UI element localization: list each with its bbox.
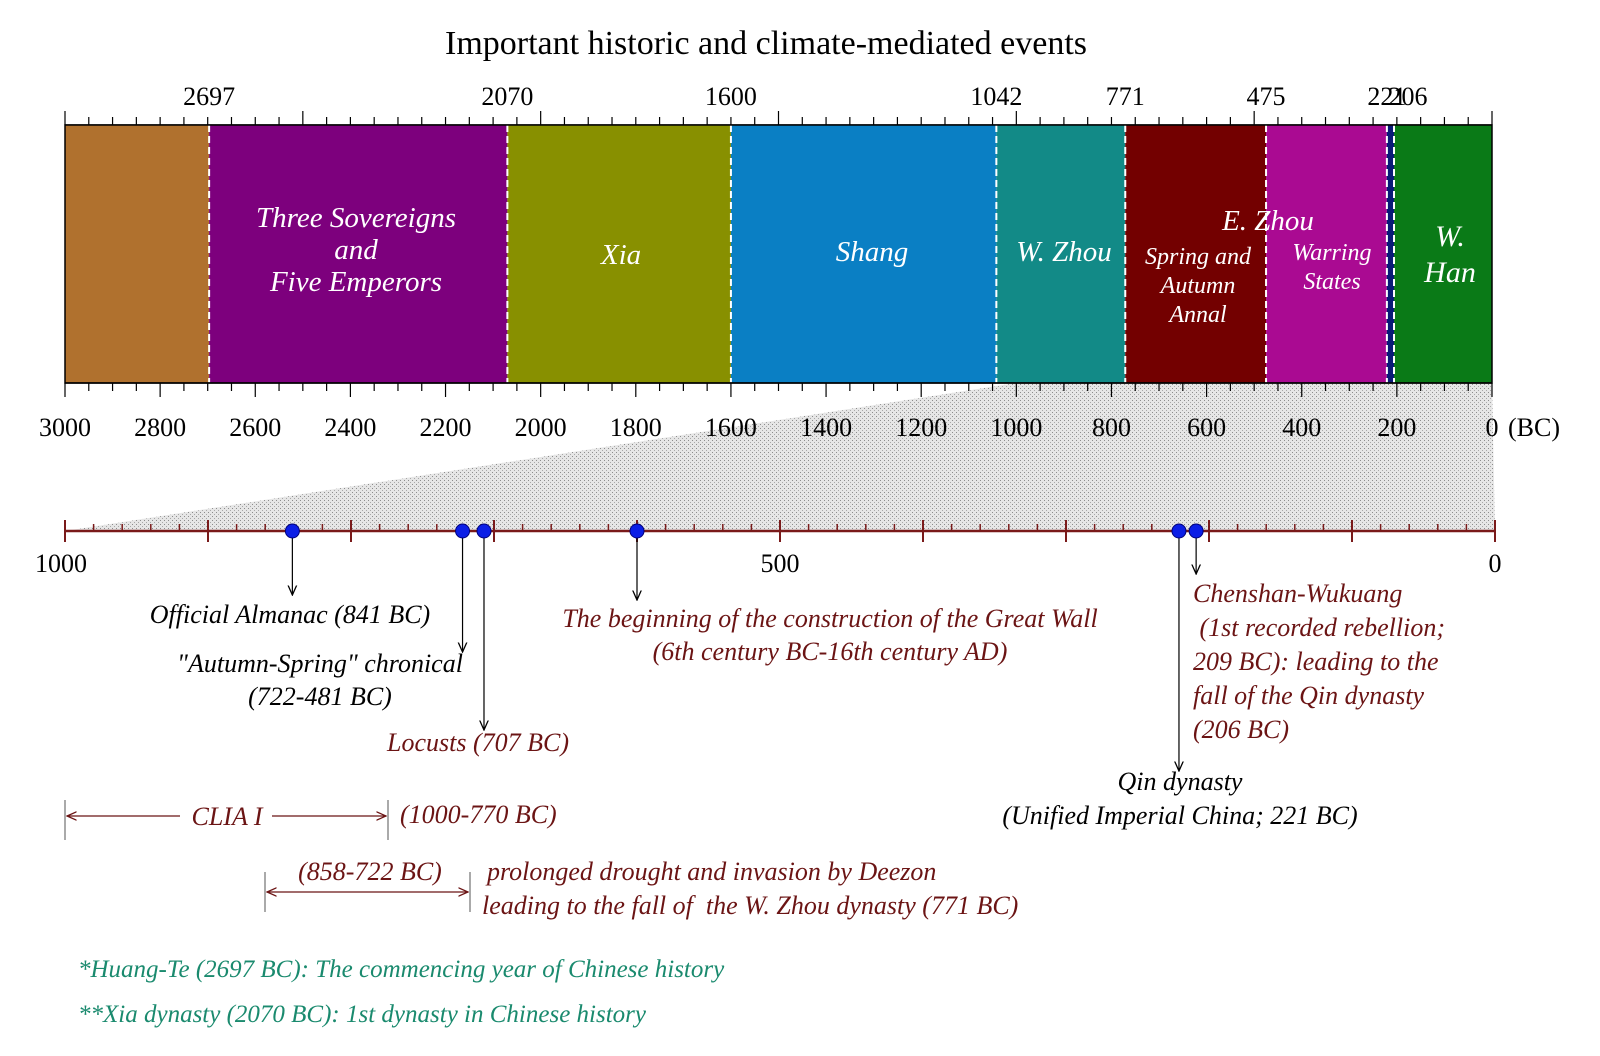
zoom-tick-label-1000: 1000	[35, 549, 87, 578]
period-label-e-zhou: E. Zhou	[1221, 205, 1314, 237]
period-label: W.	[1435, 220, 1465, 253]
top-year-2697: 2697	[183, 82, 235, 111]
drought-description: prolonged drought and invasion by Deezon	[485, 857, 936, 886]
event-label: (1st recorded rebellion;	[1193, 613, 1445, 642]
zoom-wedge	[65, 383, 1495, 531]
period-spring-and-autumn-annal	[1125, 125, 1267, 383]
event-221: Qin dynasty (Unified Imperial China; 221 …	[1002, 523, 1358, 830]
bottom-tick-label-2600: 2600	[229, 413, 281, 442]
period-label: Shang	[836, 236, 909, 268]
event-label: Locusts (707 BC)	[386, 728, 569, 757]
top-year-206: 206	[1389, 82, 1428, 111]
event-label: The beginning of the construction of the…	[562, 604, 1097, 633]
period-shang	[730, 125, 997, 383]
period-xia	[507, 125, 731, 383]
period-w-han	[1394, 125, 1492, 383]
bottom-tick-label-3000: 3000	[39, 413, 91, 442]
diagram-title: Important historic and climate-mediated …	[445, 25, 1087, 62]
period-label: Three Sovereigns	[256, 202, 456, 234]
drought-description: leading to the fall of the W. Zhou dynas…	[482, 891, 1018, 920]
period-label: Spring and	[1145, 244, 1252, 270]
top-year-771: 771	[1106, 82, 1145, 111]
period-label: and	[334, 234, 378, 266]
period-warring-states	[1266, 125, 1387, 383]
zoom-tick-label-500: 500	[761, 549, 800, 578]
bottom-tick-label-1400: 1400	[800, 413, 852, 442]
period-label: Warring	[1292, 240, 1371, 266]
top-year-221: 221	[1367, 82, 1406, 111]
note-xia-dynasty: **Xia dynasty (2070 BC): 1st dynasty in …	[78, 1001, 647, 1028]
event-600: The beginning of the construction of the…	[562, 523, 1098, 666]
event-marker	[284, 523, 300, 539]
top-year-1042: 1042	[970, 82, 1022, 111]
bottom-tick-label-0: 0	[1486, 413, 1499, 442]
period-label: Annal	[1167, 302, 1227, 328]
bottom-tick-label-800: 800	[1092, 413, 1131, 442]
event-label: "Autumn-Spring" chronical	[177, 649, 463, 678]
bottom-tick-label-1200: 1200	[895, 413, 947, 442]
zoom-tick-label-0: 0	[1489, 549, 1502, 578]
event-841: Official Almanac (841 BC)	[150, 523, 430, 629]
top-year-2070: 2070	[481, 82, 533, 111]
event-label: fall of the Qin dynasty	[1193, 681, 1425, 710]
bottom-tick-label-200: 200	[1377, 413, 1416, 442]
event-label: (722-481 BC)	[248, 682, 392, 711]
event-marker	[1171, 523, 1187, 539]
period-band-7	[1386, 125, 1395, 383]
period-w-zhou	[996, 125, 1126, 383]
bottom-tick-label-2800: 2800	[134, 413, 186, 442]
event-label: Qin dynasty	[1118, 767, 1243, 796]
events: Official Almanac (841 BC)"Autumn-Spring"…	[150, 523, 1445, 830]
event-722: "Autumn-Spring" chronical (722-481 BC)	[177, 523, 471, 711]
event-label: Chenshan-Wukuang	[1193, 579, 1402, 608]
period-band-0	[65, 125, 210, 383]
bottom-tick-label-2200: 2200	[420, 413, 472, 442]
period-label: Xia	[600, 239, 641, 271]
bottom-tick-label-1600: 1600	[705, 413, 757, 442]
period-label: States	[1303, 269, 1360, 295]
clia-range-label: (1000-770 BC)	[400, 800, 557, 829]
bottom-tick-label-1000: 1000	[990, 413, 1042, 442]
event-marker	[1188, 523, 1204, 539]
note-huang-te: *Huang-Te (2697 BC): The commencing year…	[78, 956, 725, 983]
top-year-475: 475	[1247, 82, 1286, 111]
bottom-axis: 3000 2800 2600 2400 2200 2000 1800 1600 1400 1200…	[39, 382, 1560, 442]
bottom-tick-label-1800: 1800	[610, 413, 662, 442]
event-209: Chenshan-Wukuang (1st recorded rebellion…	[1188, 523, 1445, 744]
period-label: W. Zhou	[1016, 236, 1112, 268]
event-707: Locusts (707 BC)	[386, 523, 569, 757]
bottom-tick-label-600: 600	[1187, 413, 1226, 442]
event-label: (6th century BC-16th century AD)	[653, 637, 1008, 666]
event-label: (Unified Imperial China; 221 BC)	[1002, 801, 1357, 830]
bottom-tick-label-2000: 2000	[515, 413, 567, 442]
event-marker	[455, 523, 471, 539]
unit-label: (BC)	[1508, 413, 1560, 442]
bottom-tick-label-2400: 2400	[324, 413, 376, 442]
clia-range: CLIA I (1000-770 BC)	[64, 800, 557, 840]
period-label: Five Emperors	[269, 266, 442, 298]
drought-range-label: (858-722 BC)	[298, 857, 442, 886]
bottom-tick-label-400: 400	[1282, 413, 1321, 442]
period-three-sovereigns-and-five-emperors	[209, 125, 508, 383]
event-marker	[629, 523, 645, 539]
range-annotations: CLIA I (1000-770 BC) (858-722 BC) prolonged…	[64, 800, 1018, 920]
event-label: Official Almanac (841 BC)	[150, 600, 430, 629]
drought-range: (858-722 BC) prolonged drought and invasi…	[264, 857, 1018, 920]
event-marker	[476, 523, 492, 539]
period-label: Han	[1423, 256, 1476, 289]
top-year-1600: 1600	[705, 82, 757, 111]
period-label: Autumn	[1159, 273, 1236, 299]
top-axis	[64, 111, 1493, 126]
event-label: (206 BC)	[1193, 715, 1289, 744]
event-label: 209 BC): leading to the	[1193, 647, 1439, 676]
clia-label: CLIA I	[191, 802, 263, 831]
